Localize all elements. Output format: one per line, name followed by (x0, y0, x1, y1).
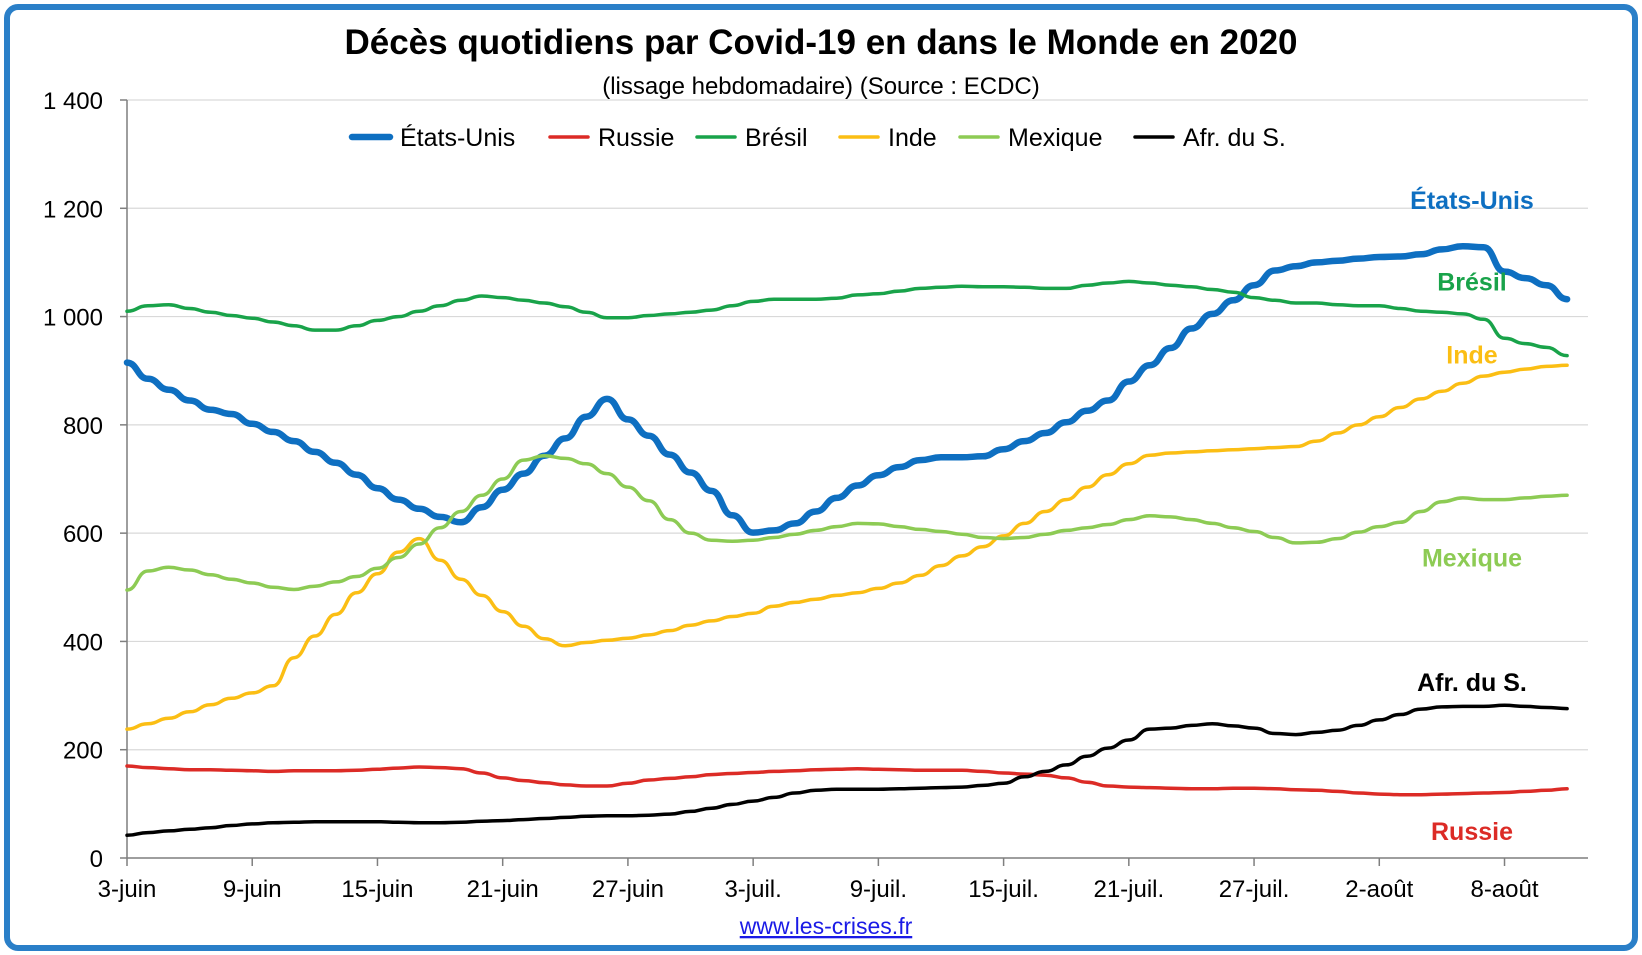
x-tick-label: 2-août (1345, 876, 1413, 903)
y-tick-label: 1 200 (43, 196, 103, 223)
chart-subtitle: (lissage hebdomadaire) (Source : ECDC) (602, 73, 1040, 100)
source-link[interactable]: www.les-crises.fr (739, 913, 913, 939)
y-tick-label: 1 000 (43, 305, 103, 332)
series-end-label: Mexique (1422, 545, 1522, 573)
x-tick-label: 21-juil. (1093, 876, 1164, 903)
x-tick-label: 21-juin (467, 876, 539, 903)
x-tick-label: 15-juil. (968, 876, 1039, 903)
series-end-label: États-Unis (1410, 186, 1534, 215)
series-line (125, 703, 1569, 838)
series-line (125, 363, 1569, 731)
series-end-label: Brésil (1437, 268, 1506, 296)
series-end-label: Russie (1431, 818, 1513, 846)
x-tick-label: 9-juin (223, 876, 282, 903)
x-tick-label: 27-juil. (1219, 876, 1290, 903)
x-tick-label: 9-juil. (850, 876, 907, 903)
series-end-label: Afr. du S. (1417, 669, 1527, 697)
legend-label: Inde (888, 124, 937, 152)
legend-label: Russie (598, 124, 674, 152)
legend-label: États-Unis (400, 123, 515, 152)
legend-label: Brésil (745, 124, 808, 152)
legend-label: Afr. du S. (1183, 124, 1286, 152)
series-line (125, 279, 1569, 358)
x-tick-label: 3-juin (98, 876, 157, 903)
gridlines (127, 99, 1588, 751)
y-tick-label: 600 (63, 521, 103, 548)
series-line (125, 764, 1569, 797)
series-lines (123, 242, 1571, 838)
chart-title: Décès quotidiens par Covid-19 en dans le… (344, 23, 1297, 62)
series-end-label: Inde (1446, 341, 1497, 369)
x-tick-label: 27-juin (592, 876, 664, 903)
y-tick-label: 200 (63, 738, 103, 765)
y-tick-label: 1 400 (43, 88, 103, 115)
x-tick-label: 3-juil. (724, 876, 781, 903)
series-line (125, 453, 1569, 592)
series-line (123, 242, 1571, 536)
legend-label: Mexique (1008, 124, 1103, 152)
legend: États-Unis Russie Brésil Inde Mexique Afr. du… (348, 123, 1286, 152)
series-end-labels: États-Unis Russie Brésil Inde Mexique Afr. du… (1410, 186, 1534, 846)
y-tick-label: 400 (63, 629, 103, 656)
x-tick-label: 15-juin (341, 876, 413, 903)
y-tick-label: 0 (90, 846, 103, 873)
axes: 0 200 400 600 800 1 000 1 200 1 400 3-juin 9-juin… (43, 88, 1588, 903)
x-tick-label: 8-août (1470, 876, 1538, 903)
y-tick-label: 800 (63, 413, 103, 440)
